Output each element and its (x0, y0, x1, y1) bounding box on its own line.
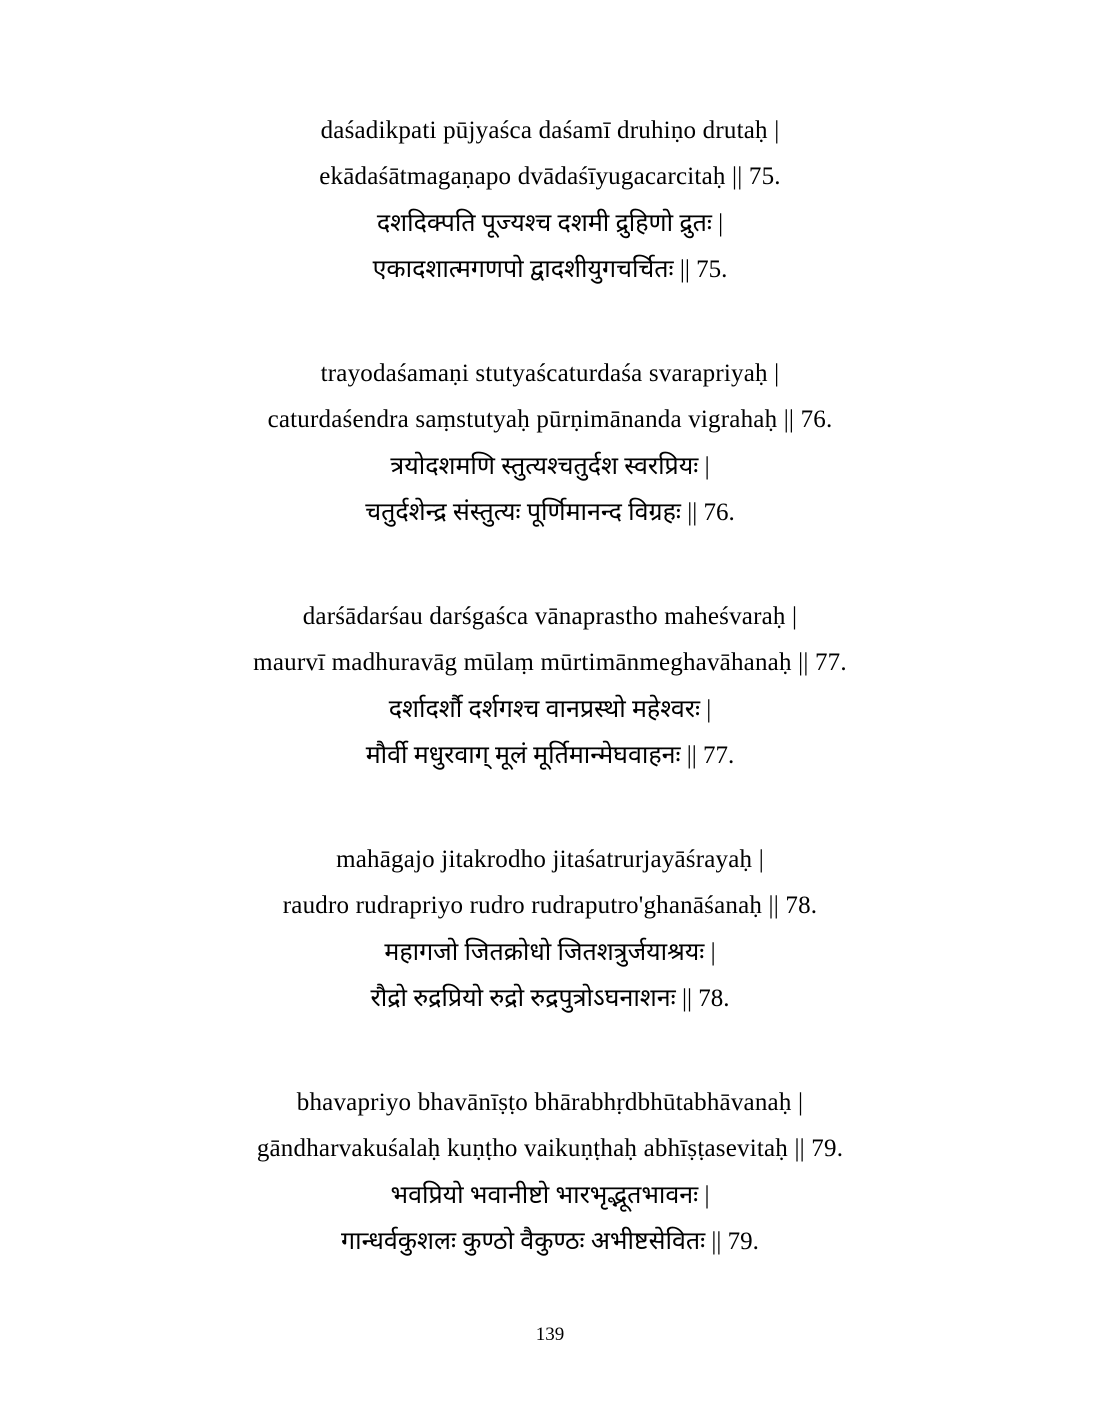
verse-75: daśadikpati pūjyaśca daśamī druhiṇo drut… (319, 108, 780, 293)
verse-devanagari-line: महागजो जितक्रोधो जितशत्रुर्जयाश्रयः | (384, 930, 715, 976)
verse-roman-line: raudro rudrapriyo rudro rudraputro'ghanā… (283, 883, 817, 929)
page-number: 139 (0, 1324, 1100, 1346)
verse-devanagari-line: एकादशात्मगणपो द्वादशीयुगचर्चितः || 75. (373, 247, 728, 293)
verse-roman-line: gāndharvakuśalaḥ kuṇṭho vaikuṇṭhaḥ abhīṣ… (257, 1126, 843, 1172)
verse-devanagari-line: दशदिक्पति पूज्यश्च दशमी द्रुहिणो द्रुतः … (377, 201, 723, 247)
verse-devanagari-line: दर्शादर्शौ दर्शगश्च वानप्रस्थो महेश्वरः … (389, 687, 712, 733)
verse-devanagari-line: मौर्वी मधुरवाग् मूलं मूर्तिमान्मेघवाहनः … (366, 733, 735, 779)
verse-roman-line: mahāgajo jitakrodho jitaśatrurjayāśrayaḥ… (336, 837, 764, 883)
verse-roman-line: daśadikpati pūjyaśca daśamī druhiṇo drut… (321, 108, 780, 154)
verse-devanagari-line: रौद्रो रुद्रप्रियो रुद्रो रुद्रपुत्रोऽघन… (371, 976, 730, 1022)
verse-79: bhavapriyo bhavānīṣṭo bhārabhṛdbhūtabhāv… (257, 1080, 843, 1265)
verse-devanagari-line: त्रयोदशमणि स्तुत्यश्चतुर्दश स्वरप्रियः | (390, 444, 709, 490)
verse-roman-line: bhavapriyo bhavānīṣṭo bhārabhṛdbhūtabhāv… (297, 1080, 803, 1126)
verse-roman-line: trayodaśamaṇi stutyaścaturdaśa svarapriy… (321, 351, 780, 397)
verse-devanagari-line: भवप्रियो भवानीष्टो भारभृद्भूतभावनः | (391, 1173, 710, 1219)
verse-roman-line: darśādarśau darśgaśca vānaprastho maheśv… (303, 594, 798, 640)
verse-devanagari-line: चतुर्दशेन्द्र संस्तुत्यः पूर्णिमानन्द वि… (365, 490, 734, 536)
verse-roman-line: ekādaśātmagaṇapo dvādaśīyugacarcitaḥ || … (319, 154, 780, 200)
verse-roman-line: maurvī madhuravāg mūlaṃ mūrtimānmeghavāh… (253, 640, 847, 686)
verse-78: mahāgajo jitakrodho jitaśatrurjayāśrayaḥ… (283, 837, 817, 1022)
verse-devanagari-line: गान्धर्वकुशलः कुण्ठो वैकुण्ठः अभीष्टसेवि… (341, 1219, 759, 1265)
page-container: daśadikpati pūjyaśca daśamī druhiṇo drut… (0, 0, 1100, 1383)
verse-roman-line: caturdaśendra saṃstutyaḥ pūrṇimānanda vi… (268, 397, 833, 443)
verse-76: trayodaśamaṇi stutyaścaturdaśa svarapriy… (268, 351, 833, 536)
verse-77: darśādarśau darśgaśca vānaprastho maheśv… (253, 594, 847, 779)
